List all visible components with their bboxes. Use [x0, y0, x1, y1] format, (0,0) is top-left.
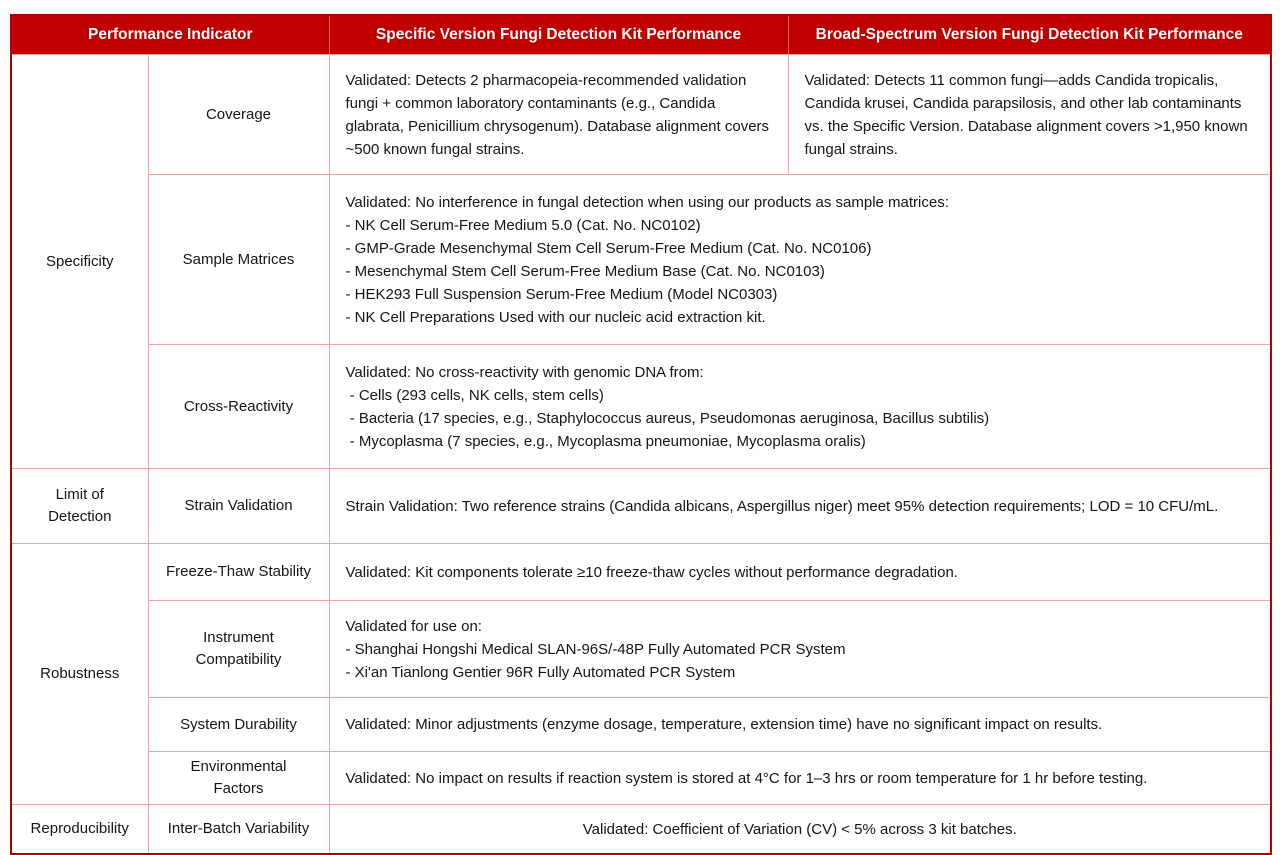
- row-inter-batch-variability: Reproducibility Inter-Batch Variability …: [10, 804, 1272, 855]
- row-strain-validation: Limit of Detection Strain Validation Str…: [10, 468, 1272, 544]
- coverage-specific-text: Validated: Detects 2 pharmacopeia-recomm…: [328, 54, 789, 175]
- label-cross-reactivity: Cross-Reactivity: [147, 344, 330, 469]
- label-sample-matrices: Sample Matrices: [147, 174, 330, 345]
- instrument-compatibility-text: Validated for use on: - Shanghai Hongshi …: [328, 600, 1272, 698]
- row-freeze-thaw: Robustness Freeze-Thaw Stability Validat…: [10, 543, 1272, 805]
- system-durability-text: Validated: Minor adjustments (enzyme dos…: [328, 697, 1272, 752]
- coverage-broad-text: Validated: Detects 11 common fungi—adds …: [787, 54, 1272, 175]
- category-robustness: Robustness: [10, 543, 149, 805]
- label-coverage: Coverage: [147, 54, 330, 175]
- sample-matrices-text: Validated: No interference in fungal det…: [328, 174, 1272, 345]
- strain-validation-text: Strain Validation: Two reference strains…: [328, 468, 1272, 544]
- freeze-thaw-text: Validated: Kit components tolerate ≥10 f…: [328, 543, 1272, 601]
- instrument-compatibility-label-text: Instrument Compatibility: [195, 629, 282, 668]
- header-specific-version: Specific Version Fungi Detection Kit Per…: [329, 15, 789, 55]
- header-row: Performance Indicator Specific Version F…: [11, 15, 1271, 55]
- label-freeze-thaw-stability: Freeze-Thaw Stability: [147, 543, 330, 601]
- row-cross-reactivity: Cross-Reactivity Validated: No cross-rea…: [11, 344, 1272, 469]
- cross-reactivity-text: Validated: No cross-reactivity with geno…: [328, 344, 1272, 469]
- inter-batch-text: Validated: Coefficient of Variation (CV)…: [328, 804, 1272, 855]
- header-performance-indicator: Performance Indicator: [11, 15, 330, 55]
- row-environmental-factors: Environmental Factors Validated: No impa…: [11, 751, 1272, 805]
- header-broad-spectrum-version: Broad-Spectrum Version Fungi Detection K…: [788, 15, 1271, 55]
- label-inter-batch-variability: Inter-Batch Variability: [147, 804, 330, 855]
- row-coverage: Specificity Coverage Validated: Detects …: [10, 54, 1272, 469]
- performance-table: Performance Indicator Specific Version F…: [10, 14, 1272, 855]
- label-environmental-factors: Environmental Factors: [147, 751, 330, 805]
- environmental-factors-text: Validated: No impact on results if react…: [328, 751, 1272, 805]
- category-reproducibility: Reproducibility: [10, 804, 149, 855]
- category-specificity: Specificity: [10, 54, 149, 469]
- category-limit-of-detection: Limit of Detection: [10, 468, 149, 544]
- row-sample-matrices: Sample Matrices Validated: No interferen…: [11, 174, 1272, 345]
- label-system-durability: System Durability: [147, 697, 330, 752]
- row-system-durability: System Durability Validated: Minor adjus…: [11, 697, 1272, 752]
- row-instrument-compatibility: Instrument Compatibility Validated for u…: [11, 600, 1272, 698]
- label-instrument-compatibility: Instrument Compatibility: [147, 600, 330, 698]
- label-strain-validation: Strain Validation: [147, 468, 330, 544]
